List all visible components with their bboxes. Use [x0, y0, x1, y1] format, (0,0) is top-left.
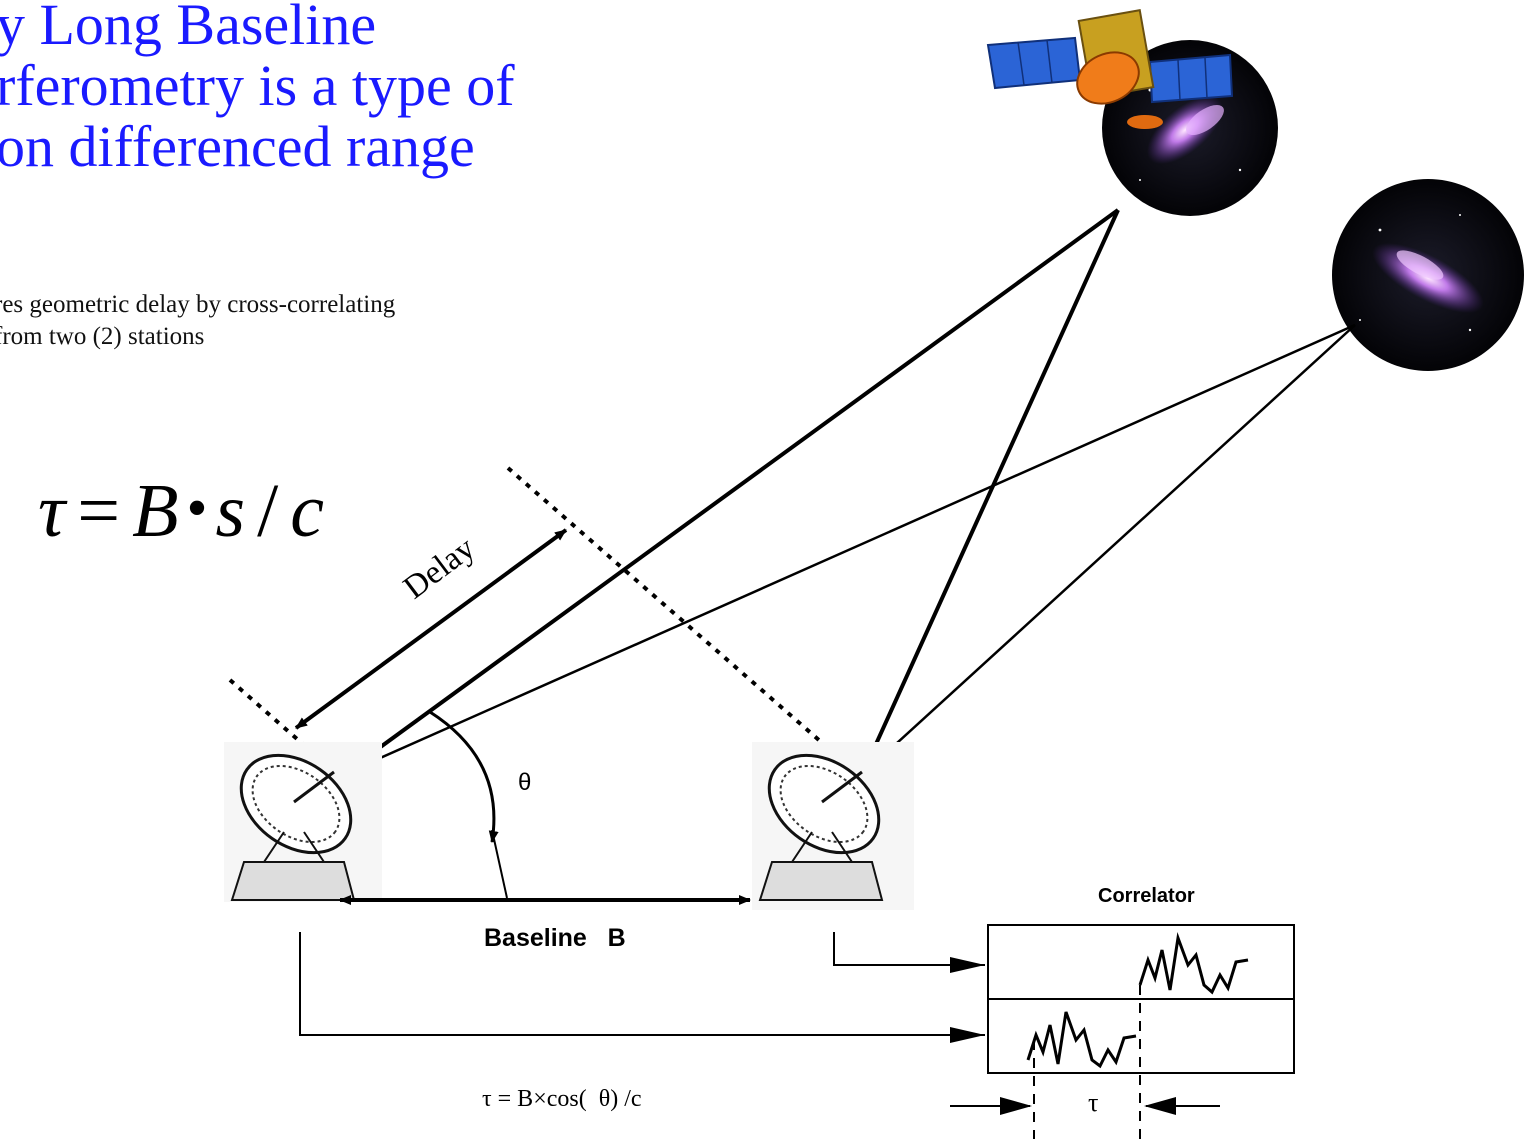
theta-label: θ	[518, 769, 531, 796]
waveform-upper	[1138, 932, 1249, 995]
delay-label: Delay	[397, 530, 482, 606]
feed-arrow-upper	[950, 957, 985, 973]
signal-lines	[340, 208, 1356, 777]
title-line-3: on differenced range	[0, 114, 475, 179]
title-line-2: rferometry is a type of	[0, 53, 515, 118]
theta-arc	[429, 710, 499, 843]
antenna-right-icon	[752, 742, 914, 910]
formula-s: s	[215, 469, 248, 553]
tau-marker: τ	[1088, 1088, 1098, 1117]
correlator-box	[987, 924, 1295, 1074]
description-line-2: from two (2) stations	[0, 323, 205, 350]
title-line-1: y Long Baseline	[0, 0, 377, 57]
baseline-label: Baseline B	[484, 924, 626, 952]
formula-dot: •	[186, 475, 210, 541]
formula-tau: τ	[38, 469, 68, 553]
feed-lines	[299, 932, 985, 1036]
tau-arrows	[950, 1097, 1220, 1115]
feed-arrow-lower	[950, 1027, 985, 1043]
delay-equation: τ = B×cos( θ) /c	[482, 1086, 642, 1112]
tau-guides	[1033, 985, 1141, 1139]
formula-equals: =	[77, 469, 123, 553]
delay-arrow	[294, 528, 568, 730]
delay-formula: τ = B •s / c	[38, 468, 326, 555]
galaxy-right-icon	[1332, 179, 1524, 371]
slide-title: y Long Baseline rferometry is a type of …	[0, 0, 756, 177]
correlator-label: Correlator	[1098, 885, 1195, 907]
description-line-1: res geometric delay by cross-correlating	[0, 291, 396, 318]
theta-vertical	[491, 829, 508, 899]
formula-b: B	[132, 469, 181, 553]
formula-slash: /	[257, 469, 281, 553]
spacecraft-icon	[986, 9, 1234, 129]
waveform-lower	[1026, 1011, 1137, 1069]
antenna-left-icon	[224, 742, 382, 902]
description: res geometric delay by cross-correlating…	[0, 289, 694, 353]
